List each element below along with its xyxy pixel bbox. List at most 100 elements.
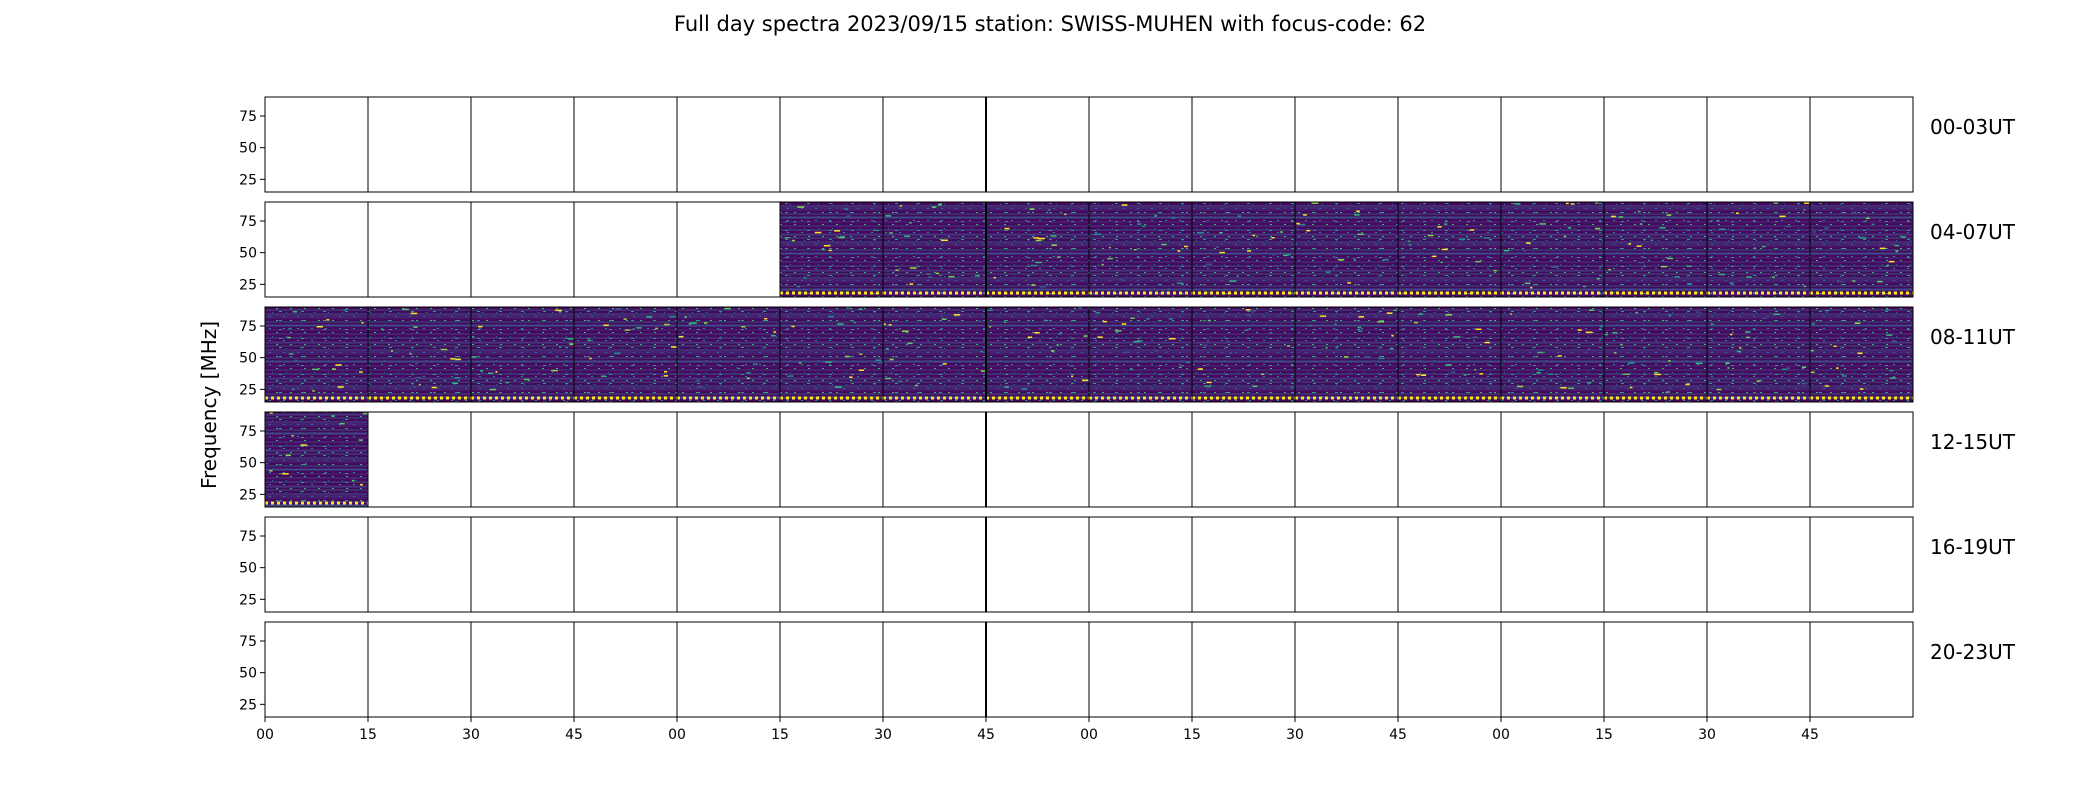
spectrum-speckle xyxy=(1051,350,1055,352)
spectrum-speckle xyxy=(1358,330,1363,332)
spectrum-texture xyxy=(1604,307,1707,402)
spectrum-speckle xyxy=(1589,309,1594,311)
spectrum-speckle xyxy=(1021,388,1028,390)
spectrum-speckle xyxy=(741,326,746,328)
spectrum-speckle xyxy=(928,276,933,278)
spectrum-texture xyxy=(1295,202,1398,297)
spectrum-speckle xyxy=(1107,257,1113,260)
spectrum-speckle xyxy=(567,338,575,340)
spectrum-speckle xyxy=(1537,369,1544,371)
spectrum-speckle xyxy=(890,372,893,374)
spectrum-speckle xyxy=(1383,259,1389,261)
spectrum-speckle xyxy=(1142,225,1146,228)
spectrum-speckle xyxy=(1895,250,1899,252)
spectrum-speckle xyxy=(1051,244,1057,246)
spectrum-speckle xyxy=(663,375,668,377)
spectrum-speckle xyxy=(1354,214,1360,216)
spectrum-speckle xyxy=(1320,315,1327,317)
spectrum-speckle xyxy=(269,470,273,472)
spectrum-speckle xyxy=(1124,351,1131,353)
spectrum-speckle xyxy=(1604,333,1608,336)
spectrum-speckle xyxy=(487,372,494,374)
spectrum-speckle xyxy=(1357,326,1362,329)
spectrum-speckle xyxy=(603,324,609,326)
spectrum-speckle xyxy=(326,319,330,321)
spectrum-speckle xyxy=(1746,276,1752,278)
spectrum-speckle xyxy=(1745,331,1751,333)
spectrum-texture xyxy=(1810,202,1913,297)
spectrum-speckle xyxy=(304,463,308,465)
spectrum-speckle xyxy=(1197,368,1203,370)
spectrum-speckle xyxy=(1029,208,1035,210)
spectrum-speckle xyxy=(1474,368,1477,371)
spectrum-speckle xyxy=(1108,246,1111,249)
spectrum-speckle xyxy=(875,359,882,361)
spectrum-speckle xyxy=(1083,335,1088,337)
spectrum-speckle xyxy=(1204,385,1212,387)
spectrum-speckle xyxy=(1475,328,1482,330)
spectrum-speckle xyxy=(948,275,955,278)
spectrum-speckle xyxy=(724,307,731,310)
spectrum-speckle xyxy=(623,318,627,320)
y-tick-label: 25 xyxy=(239,697,257,713)
spectrum-speckle xyxy=(669,315,676,318)
spectrum-speckle xyxy=(899,205,902,207)
spectrum-speckle xyxy=(1236,275,1239,277)
spectrum-speckle xyxy=(485,356,491,358)
spectrum-speckle xyxy=(1674,276,1680,278)
spectrum-speckle xyxy=(1119,279,1124,281)
spectrum-speckle xyxy=(1216,246,1220,248)
spectrum-speckle xyxy=(1858,236,1866,239)
spectrum-speckle xyxy=(587,339,591,342)
spectrum-speckle xyxy=(1753,247,1757,249)
spectrum-speckle xyxy=(1567,227,1572,229)
spectrum-speckle xyxy=(1095,311,1101,314)
spectrum-speckle xyxy=(282,473,289,475)
spectrum-speckle xyxy=(1453,336,1461,338)
spectrum-speckle xyxy=(1851,211,1857,214)
spectrum-speckle xyxy=(1773,313,1781,315)
panel-frame xyxy=(264,306,1914,403)
spectrum-speckle xyxy=(695,379,701,382)
row-label: 16-19UT xyxy=(1930,535,2016,559)
spectrum-speckle xyxy=(796,285,801,288)
spectrum-speckle xyxy=(1273,265,1279,267)
spectrum-speckle xyxy=(1587,382,1592,384)
spectrum-speckle xyxy=(1536,371,1541,374)
spectrum-speckle xyxy=(410,312,418,315)
spectrum-speckle xyxy=(1435,209,1439,212)
spectrum-texture xyxy=(574,307,677,402)
spectrum-speckle xyxy=(1130,317,1135,319)
spectrum-speckle xyxy=(1094,233,1102,235)
spectrum-speckle xyxy=(688,323,691,325)
spectrum-speckle xyxy=(339,423,345,425)
spectrum-speckle xyxy=(858,308,863,310)
spectrum-speckle xyxy=(1272,254,1275,256)
spectrum-speckle xyxy=(1130,368,1134,371)
spectrum-speckle xyxy=(1483,237,1490,239)
spectrum-speckle xyxy=(858,369,864,371)
spectrum-speckle xyxy=(1398,285,1402,287)
spectrum-speckle xyxy=(312,390,315,392)
spectrum-speckle xyxy=(1296,228,1300,230)
spectrum-speckle xyxy=(589,357,592,360)
spectrum-speckle xyxy=(1537,351,1544,354)
spectrum-speckle xyxy=(1068,365,1074,367)
spectrum-speckle xyxy=(1570,203,1575,205)
row-panel-20-23UT: 25 50 75 20-23UT xyxy=(239,621,2016,718)
spectrum-speckle xyxy=(1530,286,1533,289)
spectrum-speckle xyxy=(361,322,364,324)
spectrum-speckle xyxy=(1886,334,1893,336)
spectrum-speckle xyxy=(343,309,347,311)
spectrum-speckle xyxy=(1718,273,1725,276)
spectrum-speckle xyxy=(874,229,880,232)
spectrum-speckle xyxy=(1102,320,1107,323)
spectrum-speckle xyxy=(1761,245,1766,248)
spectrum-speckle xyxy=(1416,373,1421,376)
spectrum-speckle xyxy=(1082,379,1089,382)
y-tick-label: 25 xyxy=(239,277,257,293)
spectrum-speckle xyxy=(1038,237,1045,240)
spectrum-speckle xyxy=(1659,227,1666,229)
spectrum-speckle xyxy=(1823,227,1830,229)
spectrum-speckle xyxy=(1133,340,1141,343)
